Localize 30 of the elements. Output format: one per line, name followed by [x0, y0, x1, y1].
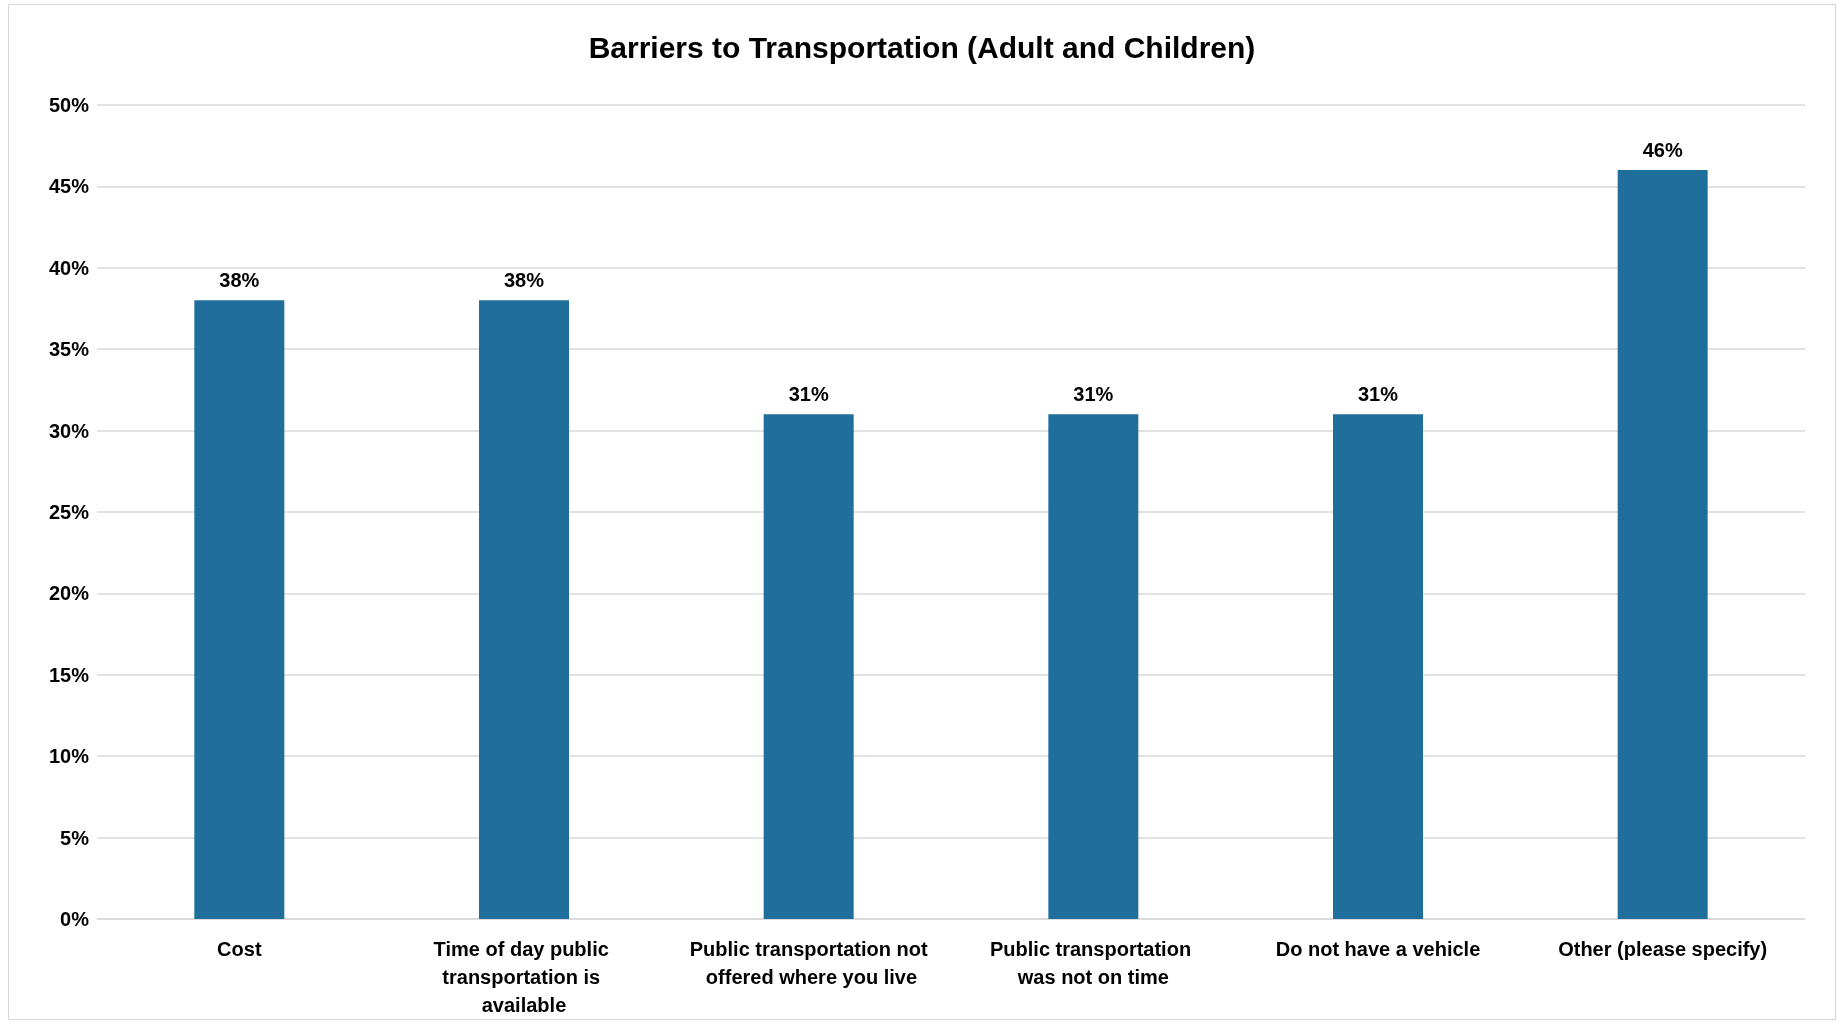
y-tick-label: 40% [48, 256, 90, 279]
y-tick-label: 50% [48, 94, 90, 116]
y-tick-label: 5% [60, 826, 90, 849]
x-tick-label: Do not have a vehicle [1275, 938, 1481, 960]
y-tick-label: 0% [60, 908, 90, 930]
data-label: 31% [788, 383, 829, 406]
y-tick-label: 25% [48, 501, 90, 523]
y-tick-label: 35% [48, 338, 90, 361]
x-tick-label: Public transportation was not on time [989, 938, 1197, 988]
y-tick-label: 30% [48, 419, 90, 442]
data-label: 38% [503, 269, 545, 292]
data-label: 38% [219, 269, 260, 292]
x-tick-label: Time of day public transportation is available [433, 938, 615, 1016]
data-label: 31% [1357, 383, 1399, 406]
x-tick-label: Cost [217, 938, 262, 960]
bar [1048, 414, 1139, 919]
bar [194, 300, 285, 919]
chart-title: Barriers to Transportation (Adult and Children) [588, 30, 1256, 64]
y-tick-label: 20% [48, 582, 90, 605]
y-tick-label: 10% [48, 745, 90, 768]
x-tick-label: Public transportation not offered where you live [689, 938, 928, 988]
data-label: 46% [1642, 139, 1683, 162]
bar [1333, 414, 1423, 919]
data-label: 31% [1073, 383, 1114, 406]
bar [1617, 170, 1708, 919]
y-tick-label: 45% [48, 175, 90, 198]
bar [479, 300, 569, 919]
y-tick-label: 15% [48, 663, 90, 686]
x-tick-label: Other (please specify) [1558, 938, 1768, 960]
bar [763, 414, 854, 919]
